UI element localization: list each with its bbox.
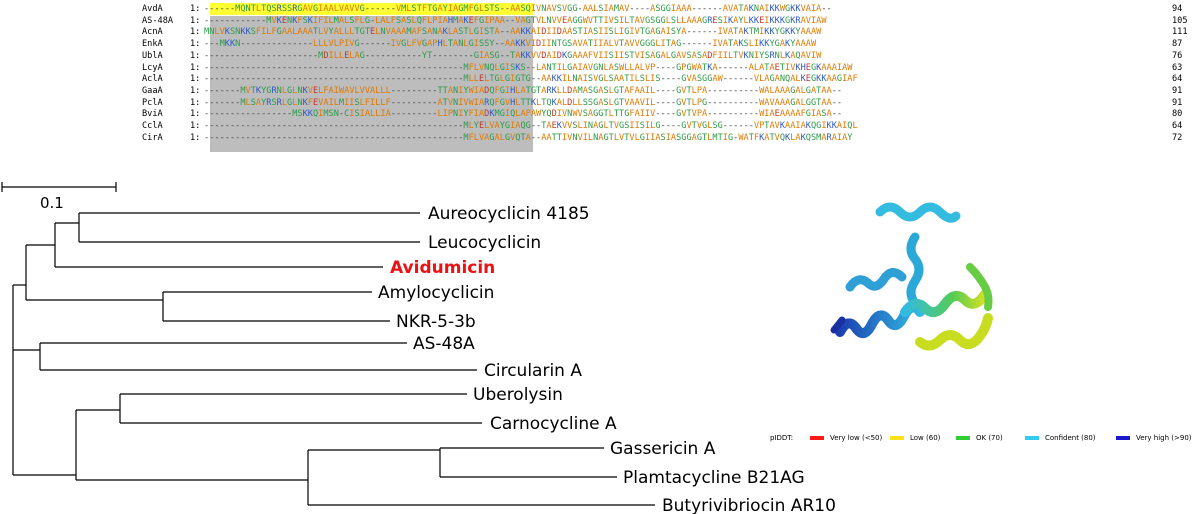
sequence-name: LcyA	[142, 62, 163, 73]
sequence-name: EnkA	[142, 39, 163, 50]
legend-item: Confident (80)	[1025, 434, 1096, 442]
sequence-residues: -----------------MSKKQIMSN-CISIALLIA----…	[204, 109, 843, 120]
tree-leaf-label: Circularin A	[484, 361, 582, 381]
legend-item: OK (70)	[956, 434, 1003, 442]
sequence-name: GaaA	[142, 85, 163, 96]
sequence-residues: ------------MVKENKFSKIFILMALSFLG-LALFSAS…	[204, 15, 827, 26]
sequence-residues: ---MKKN--------------LLLVLPIVG------IVGL…	[204, 39, 817, 50]
residue-count: 76	[1172, 50, 1183, 61]
sequence-name: BviA	[142, 109, 163, 120]
legend-swatch	[890, 436, 904, 440]
tree-leaf-label: Amylocyclicin	[378, 283, 494, 303]
sequence-residues: -------MVTKYGRNLGLNKVELFAIWAVLVVALLL----…	[204, 85, 843, 96]
residue-count: 105	[1172, 15, 1188, 26]
legend-item: Very high (>90)	[1116, 434, 1192, 442]
sequence-name: AS-48A	[142, 15, 174, 26]
legend-label: Confident (80)	[1045, 434, 1096, 442]
scale-bar-label: 0.1	[40, 194, 64, 212]
tree-leaf-label: Plamtacycline B21AG	[623, 468, 805, 488]
sequence-residues: MNLVKSNKKSFILFGAALAAATLVYALLLTGTELNVAAAM…	[204, 27, 822, 38]
sequence-name: AvdA	[142, 4, 163, 14]
legend-label: Very low (<50)	[830, 434, 883, 442]
plddt-legend: pIDDT: Very low (<50) Low (60) OK (70) Conf…	[770, 432, 1200, 446]
sequence-residues: ----------------------------------------…	[204, 132, 853, 143]
residue-count: 87	[1172, 39, 1183, 50]
legend-swatch	[1025, 436, 1039, 440]
legend-swatch	[956, 436, 970, 440]
sequence-residues: ----------------------------------------…	[204, 74, 858, 85]
residue-count: 91	[1172, 85, 1183, 96]
tree-leaf-label: NKR-5-3b	[396, 312, 476, 332]
legend-label: Very high (>90)	[1136, 434, 1192, 442]
sequence-name: CirA	[142, 132, 163, 143]
scale-bar: 0.1	[1, 182, 117, 212]
residue-count: 72	[1172, 132, 1183, 143]
sequence-residues: ----------------------------------------…	[204, 62, 853, 73]
tree-leaf-label: AS-48A	[413, 334, 475, 354]
leader-region-shading	[210, 16, 533, 152]
phylogenetic-tree: Aureocyclicin 4185 Leucocyclicin Avidumici…	[12, 204, 836, 514]
residue-count: 111	[1172, 27, 1188, 38]
tree-leaf-label: Uberolysin	[473, 385, 563, 405]
sequence-name: CclA	[142, 121, 163, 131]
legend-item: Low (60)	[890, 434, 940, 442]
sequence-residues: ----------------------------------------…	[204, 121, 858, 131]
legend-item: Very low (<50)	[810, 434, 882, 442]
legend-swatch	[1116, 436, 1130, 440]
protein-structure-model	[830, 202, 993, 351]
legend-label: Low (60)	[910, 434, 941, 442]
legend-label: OK (70)	[976, 434, 1003, 442]
tree-leaf-label: Leucocyclicin	[428, 233, 541, 253]
tree-leaf-label: Aureocyclicin 4185	[428, 204, 590, 224]
sequence-name: AcnA	[142, 27, 163, 38]
residue-count: 91	[1172, 97, 1183, 108]
tree-leaf-label: Carnocycline A	[490, 414, 617, 434]
residue-count: 63	[1172, 62, 1183, 73]
signal-peptide-highlight	[210, 3, 533, 15]
residue-count: 80	[1172, 109, 1183, 120]
sequence-residues: -------MLSAYRSRLGLNKFEVAILMIISLFILLF----…	[204, 97, 843, 108]
residue-count: 94	[1172, 4, 1183, 14]
sequence-residues: ----------------------MDILLELAG---------…	[204, 50, 822, 61]
tree-leaf-label: Butyrivibriocin AR10	[662, 496, 836, 514]
sequence-alignment: AvdA 1: ------MQNTLTQSRSSRGAVGIAALVAVVG---…	[0, 0, 1200, 152]
legend-title: pIDDT:	[770, 434, 794, 442]
sequence-name: AclA	[142, 74, 163, 85]
tree-leaf-label: Avidumicin	[390, 258, 495, 278]
sequence-name: UblA	[142, 50, 163, 61]
sequence-name: PclA	[142, 97, 163, 108]
residue-count: 64	[1172, 74, 1183, 85]
legend-swatch	[810, 436, 824, 440]
tree-leaf-label: Gassericin A	[610, 439, 716, 459]
residue-count: 64	[1172, 121, 1183, 131]
sequence-residues: ------MQNTLTQSRSSRGAVGIAALVAVVG------VML…	[204, 4, 832, 14]
